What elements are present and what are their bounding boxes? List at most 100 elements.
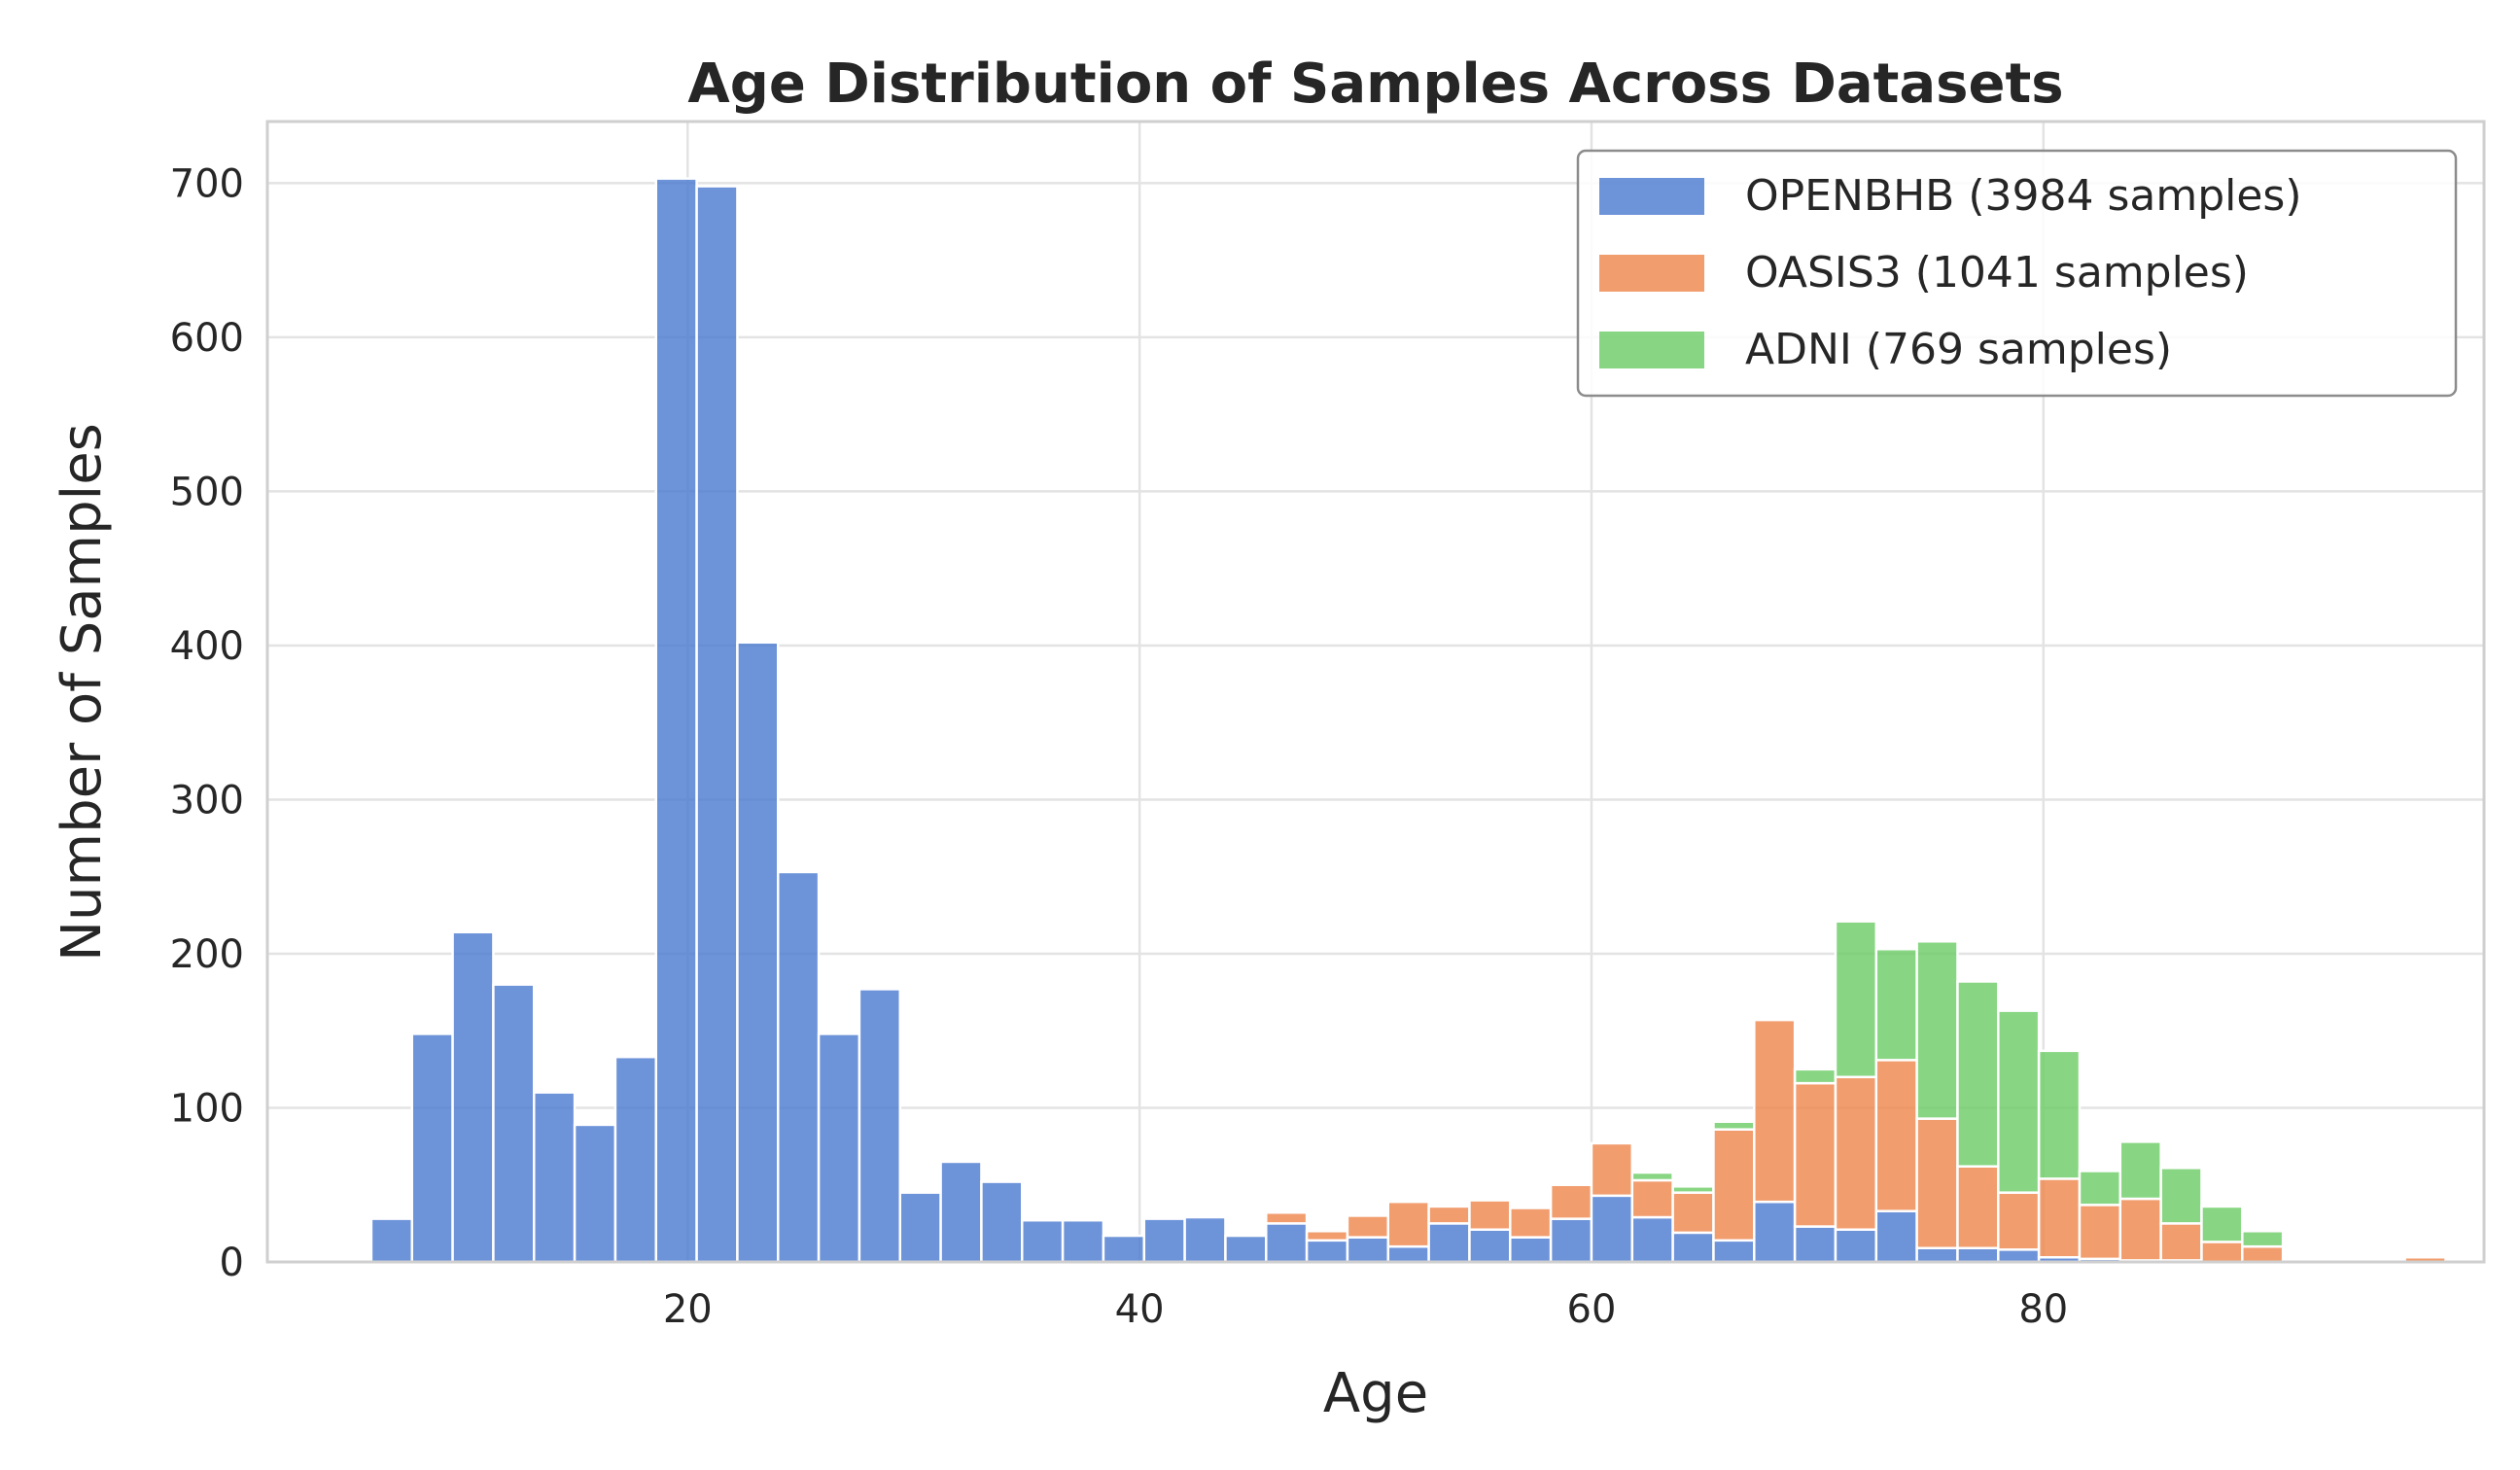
bar-s2-bin41 <box>2037 1049 2082 1180</box>
legend-label-adni: ADNI (769 samples) <box>1745 325 2172 374</box>
bar-s0-bin28 <box>1509 1236 1553 1264</box>
bar-s0-bin18 <box>1102 1234 1146 1264</box>
bar-s1-bin38 <box>1915 1117 1959 1249</box>
bar-s0-bin27 <box>1468 1228 1512 1264</box>
y-tick-label-600: 600 <box>170 316 244 361</box>
bar-s0-bin36 <box>1834 1228 1878 1264</box>
bar-s1-bin24 <box>1346 1214 1390 1239</box>
bar-s2-bin42 <box>2078 1170 2122 1207</box>
legend-swatch-adni <box>1599 332 1704 368</box>
y-tick-labels: 0 100 200 300 400 500 600 700 <box>170 161 244 1285</box>
bar-s0-bin21 <box>1224 1234 1268 1264</box>
bar-s1-bin26 <box>1427 1205 1471 1225</box>
bar-s1-bin27 <box>1468 1199 1512 1231</box>
y-tick-label-400: 400 <box>170 624 244 669</box>
bar-s0-bin33 <box>1712 1239 1756 1264</box>
bar-s0-bin12 <box>858 988 902 1264</box>
legend-label-oasis3: OASIS3 (1041 samples) <box>1745 248 2249 298</box>
bar-s2-bin36 <box>1834 920 1878 1079</box>
bar-s0-bin25 <box>1386 1244 1430 1264</box>
legend-swatch-openbhb <box>1599 178 1704 215</box>
bar-s1-bin30 <box>1590 1141 1634 1198</box>
bar-s0-bin40 <box>1997 1248 2041 1264</box>
bar-s0-bin6 <box>613 1055 658 1264</box>
bar-s0-bin0 <box>369 1217 413 1264</box>
bar-s0-bin17 <box>1061 1218 1105 1264</box>
bar-s1-bin43 <box>2118 1197 2162 1262</box>
bar-s0-bin23 <box>1305 1239 1349 1264</box>
bar-s0-bin32 <box>1671 1231 1715 1264</box>
legend: OPENBHB (3984 samples) OASIS3 (1041 samp… <box>1576 149 2458 398</box>
bar-s1-bin29 <box>1549 1183 1593 1220</box>
bar-s1-bin25 <box>1386 1200 1430 1248</box>
bar-s2-bin38 <box>1915 940 1959 1120</box>
bar-s1-bin36 <box>1834 1075 1878 1231</box>
x-tick-label-60: 60 <box>1567 1287 1617 1332</box>
bar-s0-bin39 <box>1956 1246 2000 1264</box>
bar-s1-bin44 <box>2159 1222 2203 1262</box>
bar-s2-bin37 <box>1874 947 1918 1062</box>
x-tick-labels: 20 40 60 80 <box>663 1287 2068 1332</box>
bar-s1-bin28 <box>1509 1207 1553 1239</box>
bar-s0-bin9 <box>736 641 780 1264</box>
x-axis-label: Age <box>1323 1362 1428 1425</box>
bar-s0-bin22 <box>1265 1222 1309 1264</box>
bar-s1-bin31 <box>1630 1178 1674 1219</box>
bar-s2-bin39 <box>1956 980 2000 1168</box>
bar-s1-bin39 <box>1956 1165 2000 1249</box>
bar-s0-bin2 <box>451 930 495 1264</box>
bar-s2-bin32 <box>1671 1185 1715 1194</box>
bar-s1-bin46 <box>2241 1244 2285 1264</box>
y-tick-label-200: 200 <box>170 932 244 977</box>
y-tick-label-0: 0 <box>220 1241 244 1285</box>
bar-s0-bin8 <box>695 185 739 1264</box>
legend-frame <box>1576 149 2458 398</box>
bar-s2-bin45 <box>2200 1205 2244 1243</box>
bar-s0-bin11 <box>817 1032 861 1264</box>
bar-s1-bin23 <box>1305 1230 1349 1242</box>
bar-s0-bin13 <box>898 1191 942 1264</box>
bar-s0-bin5 <box>573 1123 617 1264</box>
y-tick-label-300: 300 <box>170 778 244 822</box>
bar-s0-bin29 <box>1549 1217 1593 1264</box>
chart-title: Age Distribution of Samples Across Datas… <box>687 52 2063 116</box>
bar-s2-bin33 <box>1712 1120 1756 1131</box>
bar-s0-bin16 <box>1021 1218 1065 1264</box>
y-tick-label-500: 500 <box>170 470 244 514</box>
y-tick-label-100: 100 <box>170 1086 244 1131</box>
bar-s1-bin37 <box>1874 1059 1918 1212</box>
bar-s0-bin3 <box>492 983 536 1264</box>
bar-s1-bin22 <box>1265 1211 1309 1225</box>
bar-s0-bin4 <box>533 1091 577 1264</box>
bar-s1-bin34 <box>1753 1018 1797 1204</box>
bar-s2-bin44 <box>2159 1167 2203 1225</box>
bar-s0-bin37 <box>1874 1209 1918 1264</box>
bar-s0-bin10 <box>777 870 821 1264</box>
bar-s1-bin32 <box>1671 1191 1715 1235</box>
plot-frame <box>265 120 2486 1264</box>
bar-s0-bin14 <box>939 1160 983 1264</box>
bar-s1-bin40 <box>1997 1191 2041 1251</box>
x-tick-label-20: 20 <box>663 1287 713 1332</box>
bar-s2-bin31 <box>1630 1171 1674 1182</box>
bar-s0-bin1 <box>410 1032 454 1264</box>
histogram-bars <box>369 177 2447 1264</box>
x-tick-label-40: 40 <box>1115 1287 1165 1332</box>
bar-s2-bin35 <box>1793 1068 1838 1085</box>
bar-s0-bin35 <box>1793 1225 1838 1264</box>
bar-s0-bin30 <box>1590 1194 1634 1264</box>
legend-label-openbhb: OPENBHB (3984 samples) <box>1745 171 2302 221</box>
x-tick-label-80: 80 <box>2018 1287 2068 1332</box>
bar-s1-bin33 <box>1712 1128 1756 1242</box>
bar-s0-bin7 <box>654 177 698 1264</box>
bar-s0-bin15 <box>980 1180 1024 1264</box>
bar-s2-bin43 <box>2118 1140 2162 1201</box>
y-tick-label-700: 700 <box>170 161 244 206</box>
bar-s0-bin24 <box>1346 1236 1390 1264</box>
bar-s0-bin26 <box>1427 1222 1471 1264</box>
bar-s0-bin34 <box>1753 1200 1797 1264</box>
bar-s1-bin42 <box>2078 1204 2122 1261</box>
bar-s2-bin40 <box>1997 1009 2041 1194</box>
bar-s0-bin38 <box>1915 1246 1959 1264</box>
